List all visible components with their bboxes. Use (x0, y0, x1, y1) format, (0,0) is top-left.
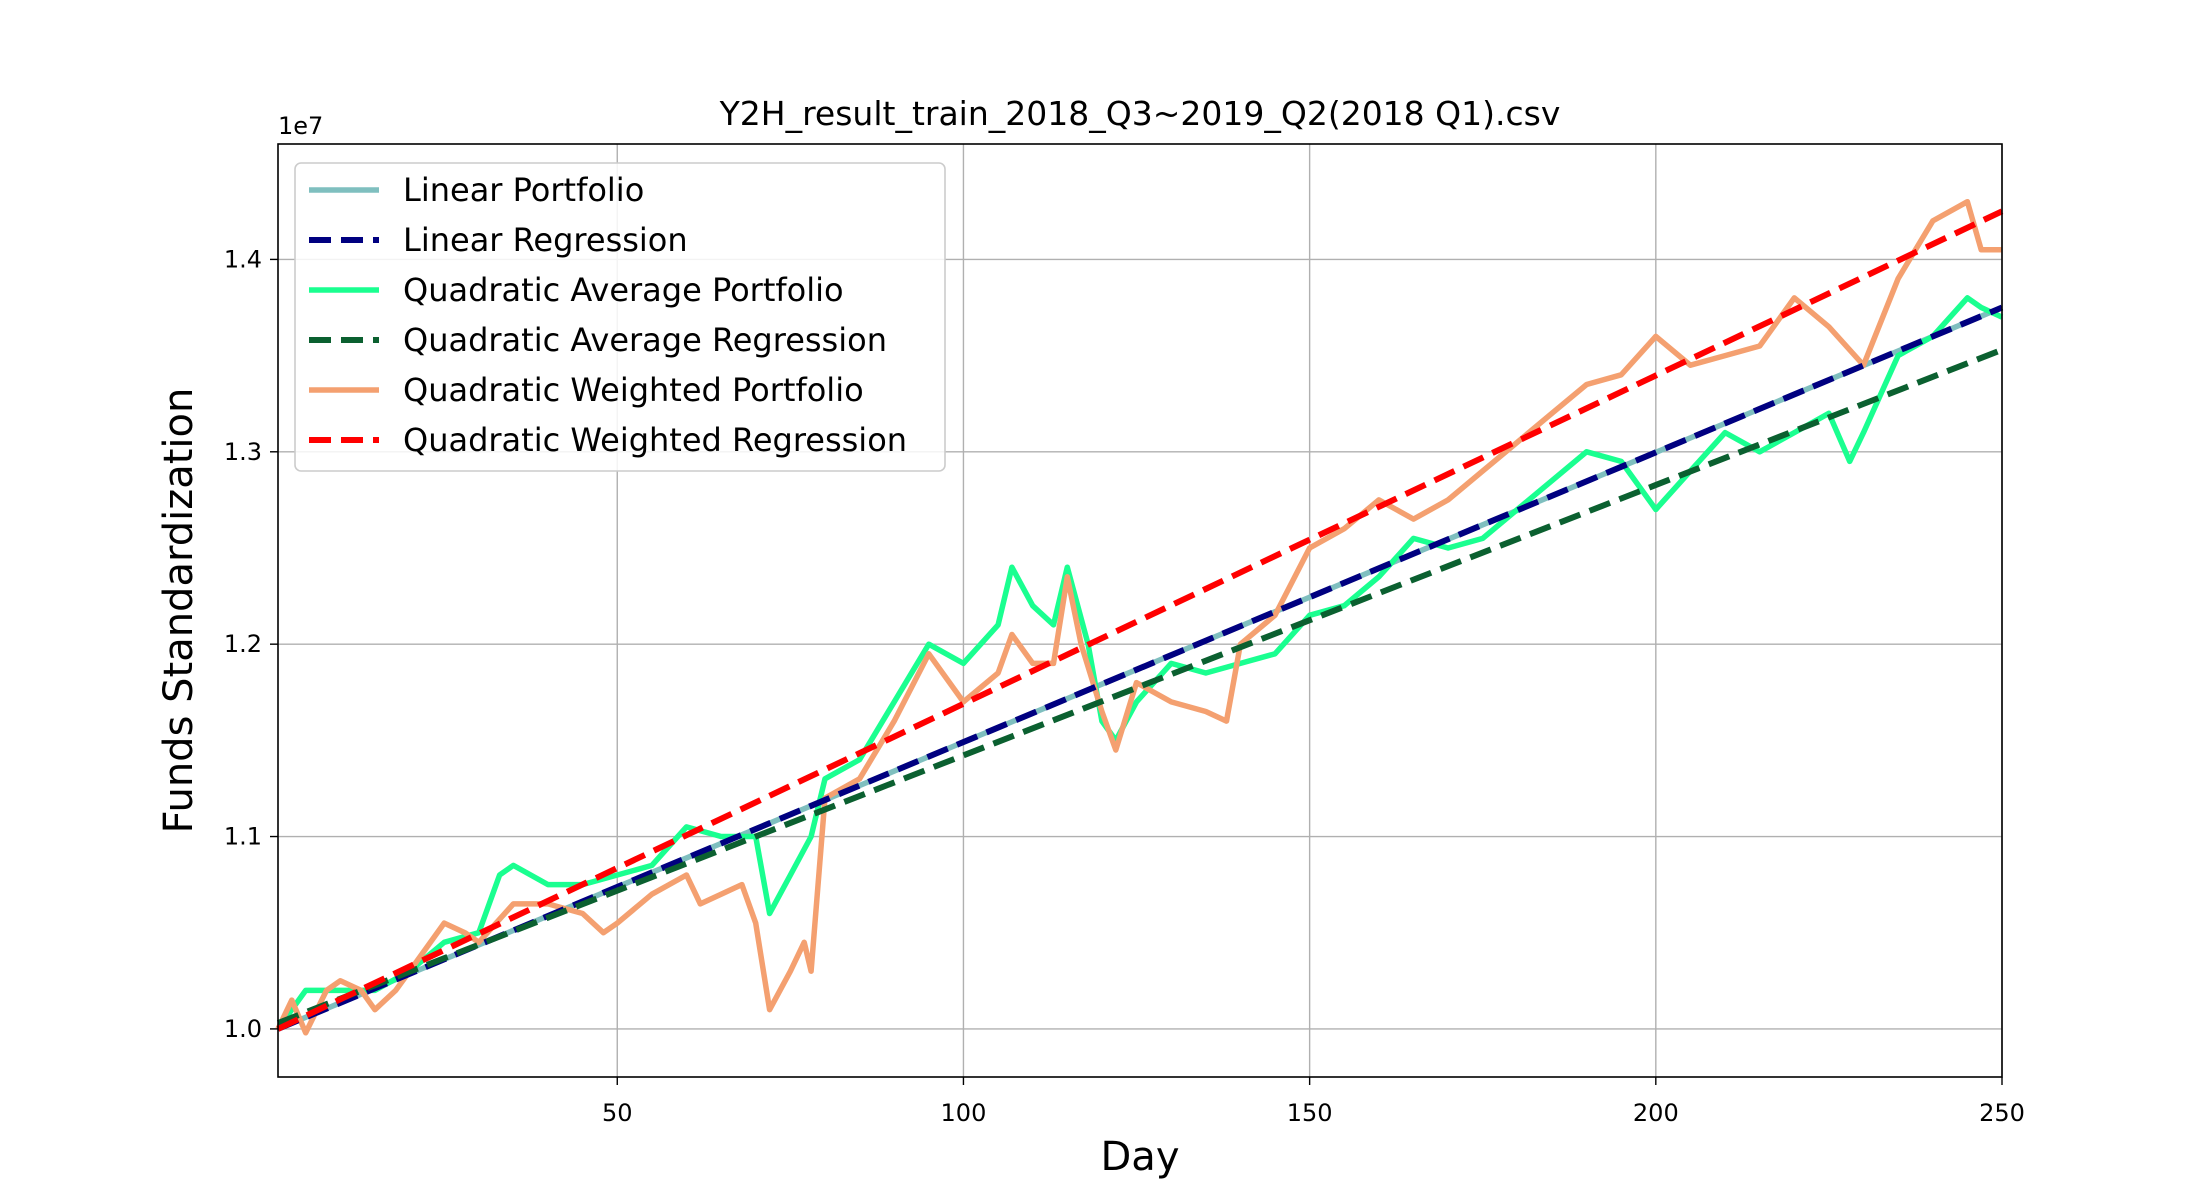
x-tick-label: 50 (602, 1099, 633, 1127)
x-tick-label: 200 (1633, 1099, 1679, 1127)
legend-label: Quadratic Average Regression (403, 321, 887, 359)
chart-title: Y2H_result_train_2018_Q3~2019_Q2(2018 Q1… (719, 94, 1561, 133)
x-axis-ticks: 50 100 150 200 250 (602, 1077, 2025, 1127)
legend-label: Linear Portfolio (403, 171, 644, 209)
y-tick-label: 1.0 (224, 1015, 262, 1043)
x-axis-label: Day (1101, 1134, 1180, 1180)
x-tick-label: 250 (1979, 1099, 2025, 1127)
y-tick-label: 1.2 (224, 630, 262, 658)
x-tick-label: 100 (941, 1099, 987, 1127)
legend-label: Quadratic Weighted Regression (403, 421, 907, 459)
y-axis-offset-label: 1e7 (278, 112, 323, 140)
legend: Linear Portfolio Linear Regression Quadrat… (294, 162, 946, 472)
series-line-linear-regression (276, 304, 2004, 1032)
legend-box (294, 162, 946, 472)
series-line-quadratic-average-regression (276, 347, 2004, 1026)
legend-label: Linear Regression (403, 221, 688, 259)
x-tick-label: 150 (1287, 1099, 1333, 1127)
y-axis-label: Funds Standardization (156, 388, 202, 834)
y-tick-label: 1.4 (224, 245, 262, 273)
series-layer (275, 198, 2004, 1036)
legend-label: Quadratic Weighted Portfolio (403, 371, 864, 409)
y-axis-ticks: 1.0 1.1 1.2 1.3 1.4 (224, 245, 278, 1043)
series-line-quadratic-weighted-portfolio (275, 198, 2002, 1036)
plot-frame (277, 143, 2003, 1078)
legend-label: Quadratic Average Portfolio (403, 271, 844, 309)
y-tick-label: 1.1 (224, 823, 262, 851)
y-tick-label: 1.3 (224, 438, 262, 466)
